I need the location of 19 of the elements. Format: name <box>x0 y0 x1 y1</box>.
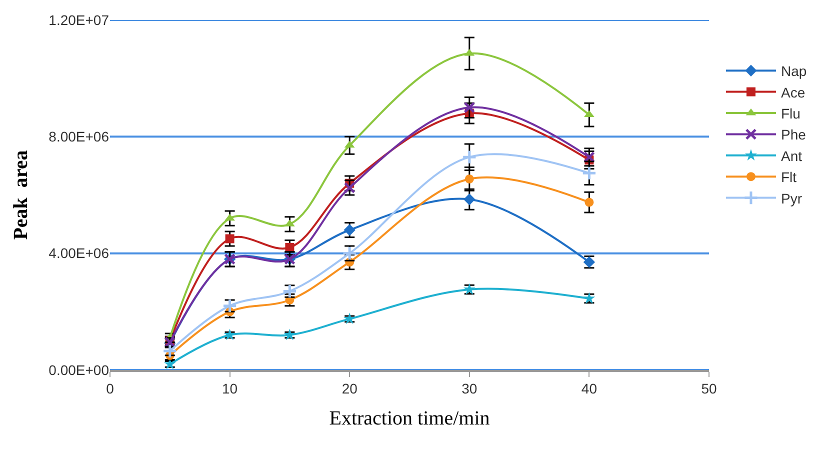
x-tick-label: 10 <box>222 380 238 397</box>
x-axis-title: Extraction time/min <box>329 408 490 430</box>
y-tick-label: 0.00E+00 <box>48 362 110 378</box>
legend-label: Nap <box>780 63 807 80</box>
legend-label: Ace <box>780 84 806 100</box>
y-axis-title: Peak area <box>10 150 32 240</box>
legend-label: Flt <box>780 169 797 186</box>
x-tick-label: 40 <box>581 380 598 397</box>
legend-label: Flu <box>780 105 800 122</box>
y-tick-label: 8.00E+06 <box>48 128 110 145</box>
y-tick-label: 1.20E+07 <box>48 12 110 28</box>
legend-label: Pyr <box>780 190 802 206</box>
x-tick-label: 50 <box>701 380 717 397</box>
legend-label: Ant <box>780 148 802 164</box>
y-tick-label: 4.00E+06 <box>48 245 110 262</box>
legend-label: Phe <box>780 126 806 143</box>
x-tick-label: 30 <box>462 380 478 397</box>
x-tick-label: 0 <box>106 380 114 397</box>
x-tick-label: 20 <box>342 380 358 397</box>
